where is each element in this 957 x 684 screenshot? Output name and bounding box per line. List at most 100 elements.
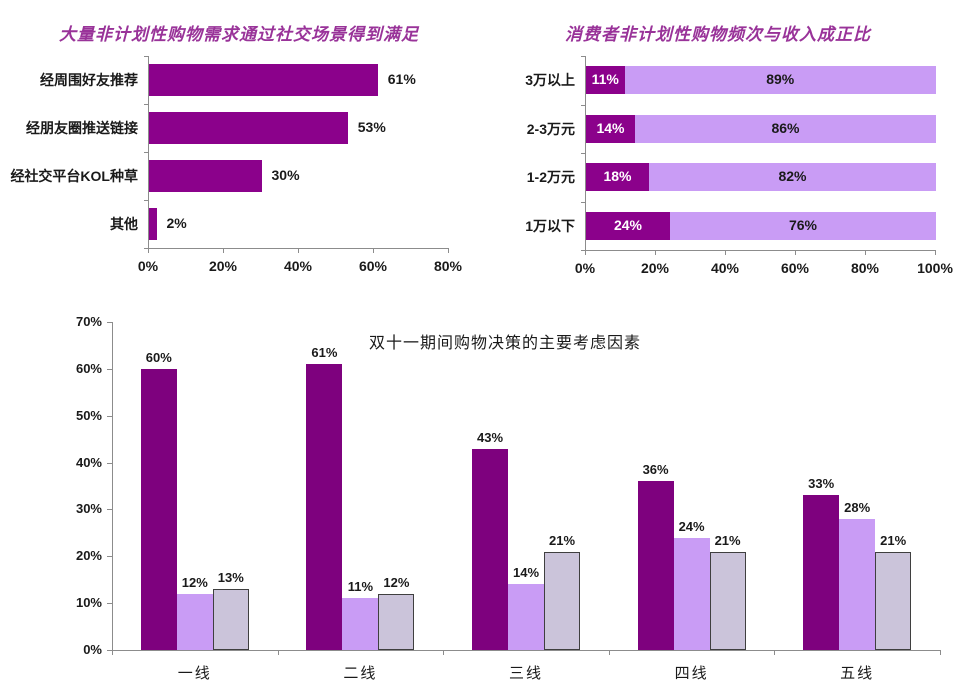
bar-segment-dark (586, 211, 670, 240)
bar-value-label: 11% (347, 579, 374, 595)
bar-value-label: 30% (271, 167, 300, 183)
y-axis-tick (107, 509, 112, 511)
category-label: 经周围好友推荐 (40, 72, 138, 88)
y-axis-tick (581, 153, 585, 154)
bar (149, 208, 157, 240)
bar-value-label: 61% (311, 345, 338, 361)
x-tick-label: 0% (137, 258, 159, 274)
y-axis-tick (107, 650, 112, 651)
bar-value-label: 36% (642, 462, 669, 478)
chart-decision-plot: 0% 10% 20% 30% 40% 50% 60% 70% 一线 60% 12% 13% 二线 61% 1… (0, 300, 957, 684)
y-tick-label: 10% (75, 595, 102, 611)
x-axis-tick (443, 650, 445, 655)
bar-segment-light (635, 114, 936, 143)
y-axis-tick (144, 200, 148, 201)
bar-segment-light (624, 66, 936, 95)
bar (508, 584, 544, 650)
bar (342, 598, 379, 650)
bar-value-label: 21% (880, 532, 907, 548)
bar (212, 589, 249, 650)
category-label: 四线 (674, 665, 709, 682)
bar (176, 593, 213, 650)
bar (378, 593, 415, 650)
x-axis-tick (935, 250, 936, 255)
bar-value-label: 43% (476, 429, 504, 445)
x-tick-label: 40% (283, 258, 313, 274)
y-axis-tick (581, 56, 585, 57)
bar-value-label: 21% (714, 532, 741, 548)
y-axis-tick (581, 201, 585, 203)
y-tick-label: 70% (75, 314, 102, 329)
bar (306, 364, 343, 650)
y-tick-label: 60% (75, 360, 102, 376)
x-axis-tick (865, 250, 866, 255)
bar-value-label: 21% (548, 532, 576, 548)
segment-value-label: 76% (788, 216, 818, 233)
x-axis-line (585, 250, 936, 251)
y-axis-tick (144, 248, 148, 249)
x-tick-label: 40% (710, 260, 740, 276)
bar-segment-dark (586, 66, 625, 95)
x-axis-tick (148, 248, 149, 253)
segment-value-label: 14% (596, 119, 625, 136)
bar (803, 495, 840, 650)
x-axis-tick (373, 248, 374, 253)
y-axis-line (112, 322, 113, 650)
category-label: 五线 (840, 665, 875, 682)
y-axis-line (585, 56, 586, 250)
bar-value-label: 13% (217, 570, 244, 586)
category-label: 一线 (177, 665, 212, 682)
chart-decision-title: 双十一期间购物决策的主要考虑因素 (368, 335, 641, 353)
x-axis-tick (655, 250, 656, 255)
segment-value-label: 86% (771, 119, 800, 136)
x-tick-label: 60% (358, 258, 388, 274)
y-axis-tick (107, 368, 112, 370)
segment-value-label: 89% (766, 71, 795, 88)
y-axis-tick (581, 104, 585, 106)
segment-value-label: 24% (613, 216, 643, 233)
bar (875, 551, 912, 650)
bar-value-label: 12% (181, 574, 208, 590)
bar-value-label: 12% (383, 574, 410, 590)
category-label: 经社交平台KOL种草 (10, 168, 138, 184)
y-axis-tick (107, 556, 112, 558)
y-tick-label: 20% (75, 548, 102, 564)
category-label: 2-3万元 (526, 120, 575, 137)
bar-value-label: 28% (844, 499, 871, 515)
bar (472, 448, 508, 650)
category-label: 经朋友圈推送链接 (26, 120, 138, 136)
x-axis-line (112, 650, 941, 651)
y-tick-label: 0% (83, 642, 102, 657)
y-axis-tick (107, 322, 112, 323)
y-axis-tick (107, 603, 112, 605)
x-axis-tick (223, 248, 224, 253)
y-axis-tick (581, 250, 585, 251)
y-axis-tick (144, 104, 148, 105)
x-tick-label: 60% (780, 260, 810, 276)
y-tick-label: 30% (75, 501, 102, 517)
bar-segment-light (670, 211, 936, 240)
x-axis-tick (585, 250, 586, 255)
bar-value-label: 24% (678, 518, 705, 534)
chart-social-recommendation: 大量非计划性购物需求通过社交场景得到满足 经周围好友推荐 61% 经朋友圈推送链接 5… (8, 2, 470, 296)
category-label: 二线 (343, 665, 378, 682)
x-tick-label: 20% (640, 260, 670, 276)
category-label: 三线 (508, 665, 543, 682)
category-label: 1-2万元 (526, 169, 575, 186)
chart-social-title: 大量非计划性购物需求通过社交场景得到满足 (59, 25, 419, 45)
x-axis-tick (725, 250, 726, 255)
chart-decision-factors: 双十一期间购物决策的主要考虑因素 0% 10% 20% 30% 40% 50% 60% 70%… (0, 300, 957, 684)
bar-segment-light (649, 163, 936, 192)
x-tick-label: 80% (433, 258, 463, 274)
category-label: 1万以下 (525, 217, 575, 234)
segment-value-label: 82% (778, 168, 807, 185)
bar-value-label: 53% (357, 119, 386, 135)
x-axis-tick (774, 650, 776, 655)
chart-income-title: 消费者非计划性购物频次与收入成正比 (565, 25, 871, 45)
bar (637, 481, 674, 650)
bar (544, 551, 580, 650)
bar-value-label: 14% (512, 565, 540, 581)
bar (709, 551, 746, 650)
x-axis-tick (448, 248, 449, 253)
